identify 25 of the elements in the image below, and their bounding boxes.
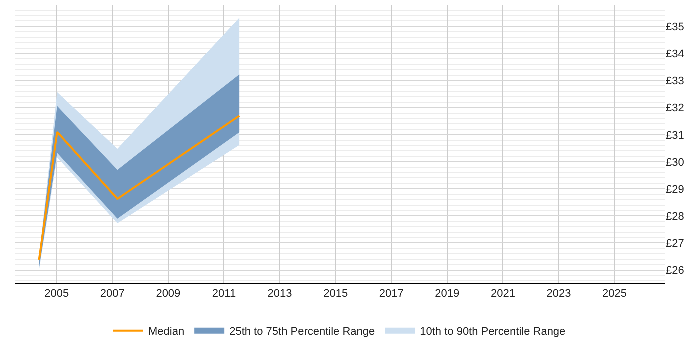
y-tick-label: £33 [666,76,684,88]
legend-label: 10th to 90th Percentile Range [420,326,566,338]
y-tick-label: £35 [666,22,684,34]
y-tick-label: £28 [666,210,684,223]
x-tick-label: 2023 [546,288,572,300]
x-tick-label: 2015 [324,288,348,300]
x-tick-label: 2013 [268,288,292,300]
x-tick-label: 2011 [212,288,236,300]
x-tick-label: 2021 [490,288,516,300]
y-tick-label: £27 [666,238,684,250]
y-tick-label: £29 [666,184,684,196]
y-tick-label: £31 [666,130,684,142]
x-tick-label: 2005 [44,288,70,300]
legend-label: Median [148,326,185,338]
y-tick-label: £26 [666,265,684,278]
legend-label: 25th to 75th Percentile Range [230,326,376,338]
x-tick-label: 2019 [435,288,460,300]
x-tick-label: 2017 [379,288,404,300]
y-tick-label: £30 [666,156,684,169]
x-tick-label: 2009 [156,288,181,300]
line-series [38,114,241,261]
x-tick-label: 2007 [100,288,125,300]
y-tick-label: £32 [666,102,684,115]
y-tick-label: £34 [666,48,684,61]
x-tick-label: 2025 [602,288,628,300]
